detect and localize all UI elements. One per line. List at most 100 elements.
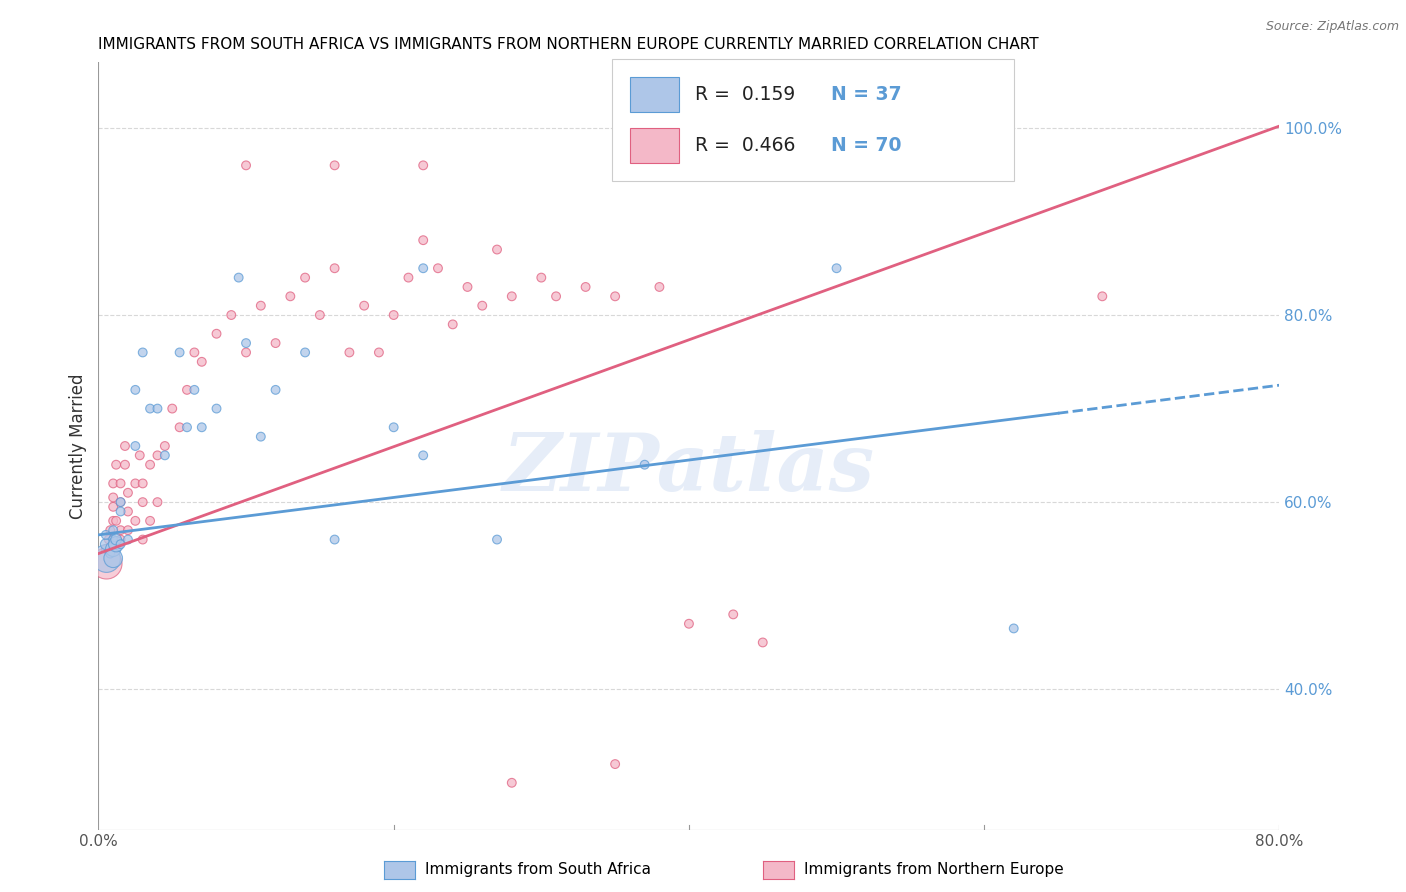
Point bbox=[205, 326, 228, 341]
Point bbox=[103, 514, 125, 528]
Point bbox=[132, 495, 155, 509]
Point bbox=[94, 556, 117, 570]
Point bbox=[412, 158, 434, 172]
Point bbox=[110, 533, 132, 547]
Text: R =  0.466: R = 0.466 bbox=[695, 136, 796, 155]
Point bbox=[398, 270, 420, 285]
Point bbox=[648, 280, 671, 294]
Point bbox=[457, 280, 479, 294]
Point bbox=[128, 448, 150, 462]
Point bbox=[105, 514, 128, 528]
Text: N = 70: N = 70 bbox=[831, 136, 901, 155]
Point bbox=[139, 514, 162, 528]
Point bbox=[250, 430, 273, 444]
Point bbox=[97, 533, 120, 547]
Point bbox=[103, 491, 125, 505]
Point bbox=[103, 551, 125, 566]
Point bbox=[412, 261, 434, 276]
Point bbox=[382, 308, 405, 322]
Point bbox=[501, 776, 523, 790]
Point bbox=[110, 476, 132, 491]
Point bbox=[162, 401, 183, 416]
Point bbox=[752, 635, 775, 649]
Point bbox=[634, 458, 657, 472]
Point bbox=[110, 504, 132, 518]
Point bbox=[264, 383, 287, 397]
Point bbox=[98, 547, 121, 561]
Point bbox=[146, 401, 169, 416]
Point bbox=[1091, 289, 1114, 303]
Point bbox=[427, 261, 450, 276]
Point bbox=[1002, 622, 1025, 636]
Point bbox=[117, 533, 139, 547]
Point bbox=[382, 420, 405, 434]
Point bbox=[103, 476, 125, 491]
Point bbox=[146, 448, 169, 462]
Point bbox=[441, 318, 464, 332]
Point bbox=[228, 270, 250, 285]
Point bbox=[94, 537, 117, 551]
Point bbox=[723, 607, 745, 622]
Point bbox=[117, 523, 139, 537]
Point bbox=[105, 533, 128, 547]
Point bbox=[412, 233, 434, 247]
Point bbox=[110, 495, 132, 509]
Point bbox=[575, 280, 598, 294]
Point bbox=[486, 533, 509, 547]
Point bbox=[205, 401, 228, 416]
Point bbox=[605, 757, 627, 772]
Point bbox=[530, 270, 553, 285]
Point bbox=[117, 485, 139, 500]
Point bbox=[114, 458, 136, 472]
Point bbox=[110, 495, 132, 509]
FancyBboxPatch shape bbox=[612, 59, 1014, 181]
Text: IMMIGRANTS FROM SOUTH AFRICA VS IMMIGRANTS FROM NORTHERN EUROPE CURRENTLY MARRIE: IMMIGRANTS FROM SOUTH AFRICA VS IMMIGRAN… bbox=[98, 37, 1039, 52]
Point bbox=[124, 439, 146, 453]
Text: R =  0.159: R = 0.159 bbox=[695, 85, 796, 104]
Point bbox=[94, 541, 117, 556]
Point bbox=[103, 533, 125, 547]
Text: Source: ZipAtlas.com: Source: ZipAtlas.com bbox=[1265, 20, 1399, 33]
Point bbox=[139, 458, 162, 472]
Point bbox=[264, 336, 287, 351]
Point bbox=[94, 551, 117, 566]
Point bbox=[124, 383, 146, 397]
Point bbox=[235, 345, 257, 359]
Point bbox=[323, 158, 346, 172]
Point bbox=[309, 308, 332, 322]
Point bbox=[183, 383, 205, 397]
Point bbox=[124, 476, 146, 491]
Point bbox=[191, 355, 214, 369]
Point bbox=[98, 523, 121, 537]
Point bbox=[176, 420, 198, 434]
Point bbox=[353, 299, 375, 313]
Point bbox=[471, 299, 494, 313]
Point bbox=[176, 383, 198, 397]
Text: Immigrants from Northern Europe: Immigrants from Northern Europe bbox=[804, 863, 1064, 877]
Point bbox=[825, 261, 848, 276]
Point bbox=[235, 158, 257, 172]
Point bbox=[103, 541, 125, 556]
Point bbox=[486, 243, 509, 257]
Point bbox=[132, 476, 155, 491]
Point bbox=[323, 533, 346, 547]
FancyBboxPatch shape bbox=[630, 128, 679, 163]
Point bbox=[124, 514, 146, 528]
Text: N = 37: N = 37 bbox=[831, 85, 901, 104]
Point bbox=[169, 345, 191, 359]
Point bbox=[153, 439, 176, 453]
Point bbox=[103, 523, 125, 537]
Point bbox=[191, 420, 214, 434]
Point bbox=[294, 345, 316, 359]
Point bbox=[221, 308, 243, 322]
Text: Immigrants from South Africa: Immigrants from South Africa bbox=[425, 863, 651, 877]
Point bbox=[146, 495, 169, 509]
Point bbox=[339, 345, 361, 359]
Point bbox=[169, 420, 191, 434]
Point bbox=[139, 401, 162, 416]
Point bbox=[546, 289, 568, 303]
Point bbox=[110, 523, 132, 537]
Point bbox=[280, 289, 302, 303]
Point bbox=[110, 537, 132, 551]
Point bbox=[105, 458, 128, 472]
